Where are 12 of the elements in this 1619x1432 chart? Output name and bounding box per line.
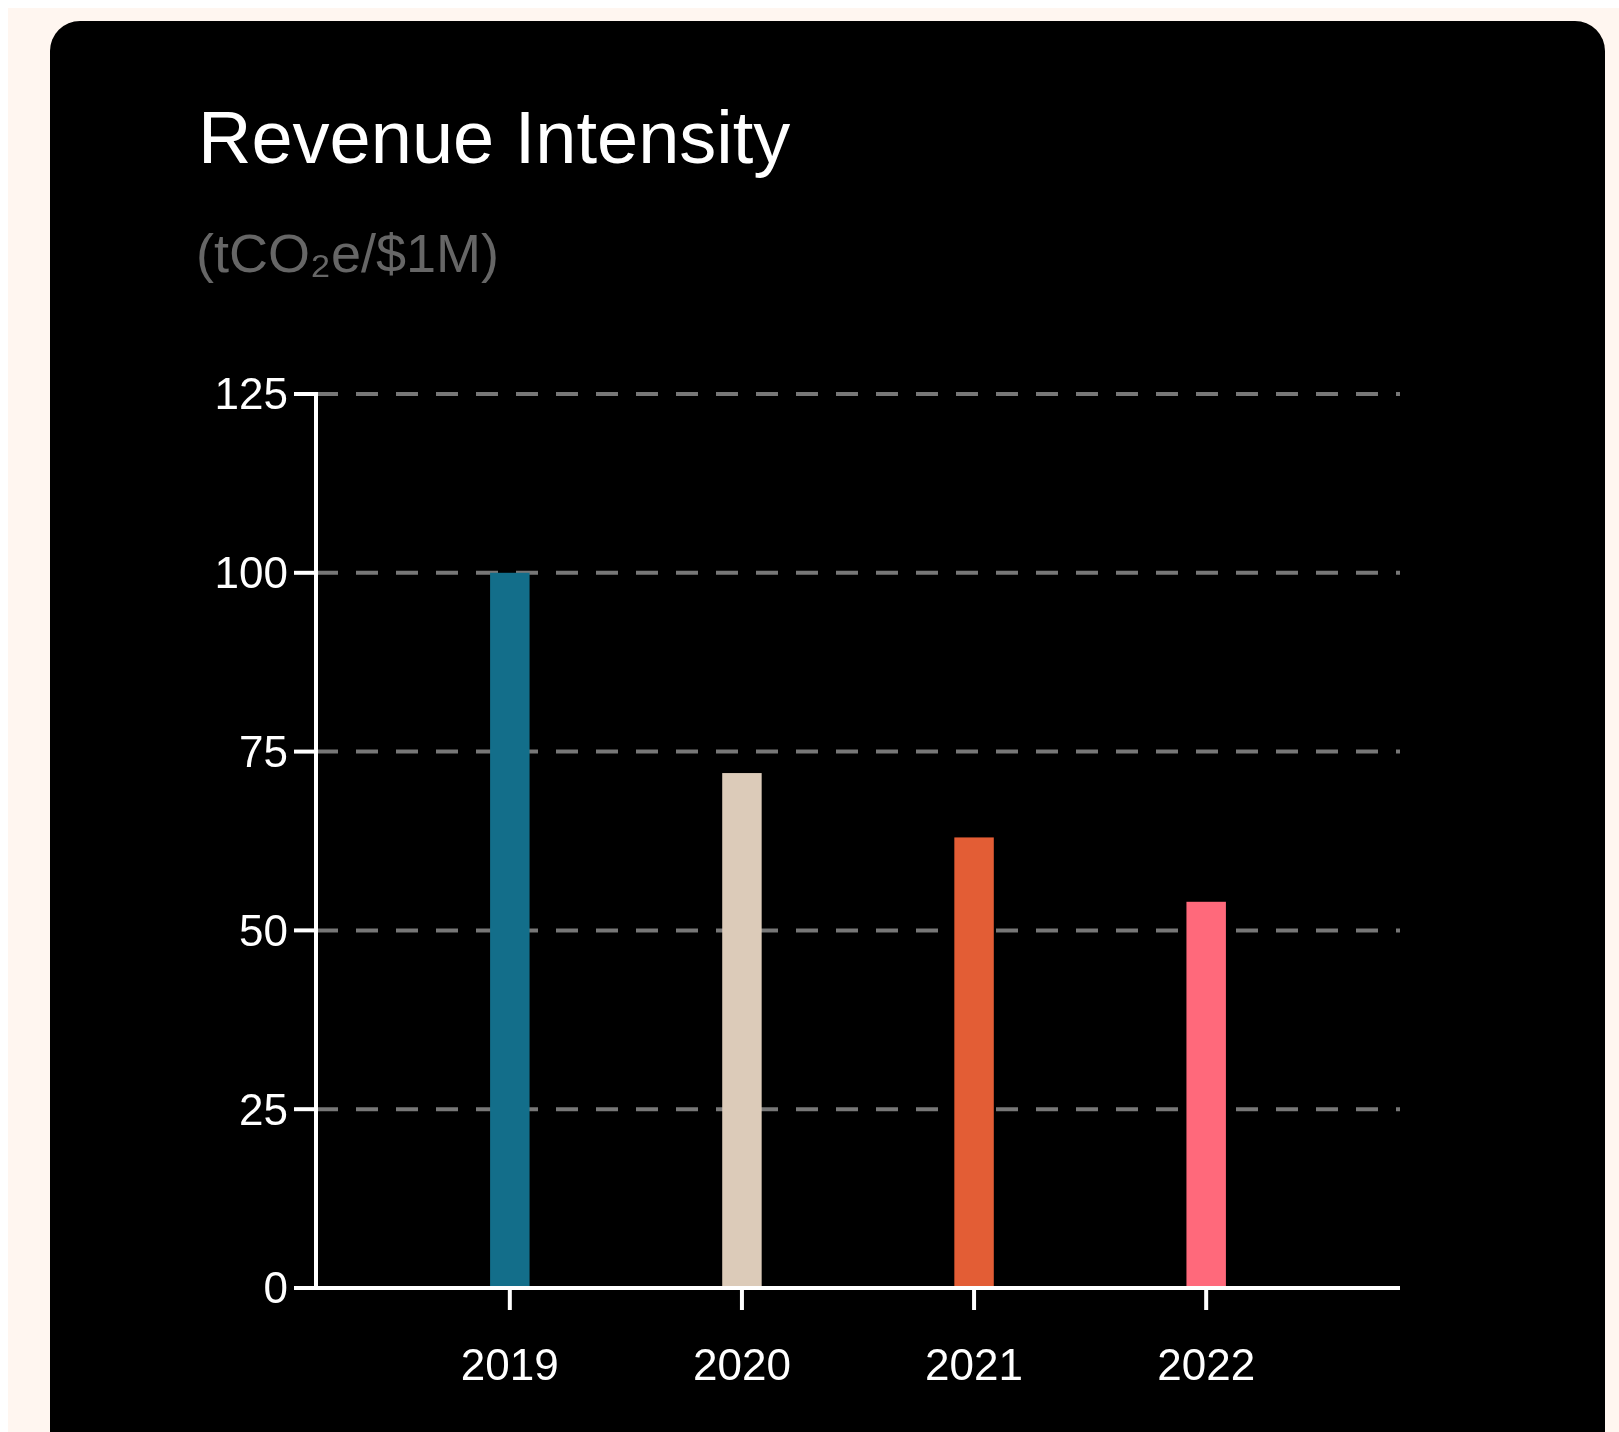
y-tick-label: 75	[239, 727, 288, 776]
y-tick-label: 0	[263, 1263, 288, 1313]
y-tick-label: 50	[239, 905, 288, 955]
x-tick-label: 2021	[925, 1340, 1024, 1389]
chart-title: Revenue Intensity	[198, 96, 791, 179]
chart-subtitle: (tCO₂e/$1M)	[196, 223, 500, 283]
y-tick-label: 100	[214, 548, 288, 598]
x-tick-label: 2020	[692, 1340, 791, 1389]
x-tick-label: 2022	[1157, 1340, 1256, 1389]
y-tick-label: 125	[214, 369, 288, 419]
y-tick-label: 25	[239, 1084, 288, 1134]
x-tick-label: 2019	[460, 1340, 559, 1389]
